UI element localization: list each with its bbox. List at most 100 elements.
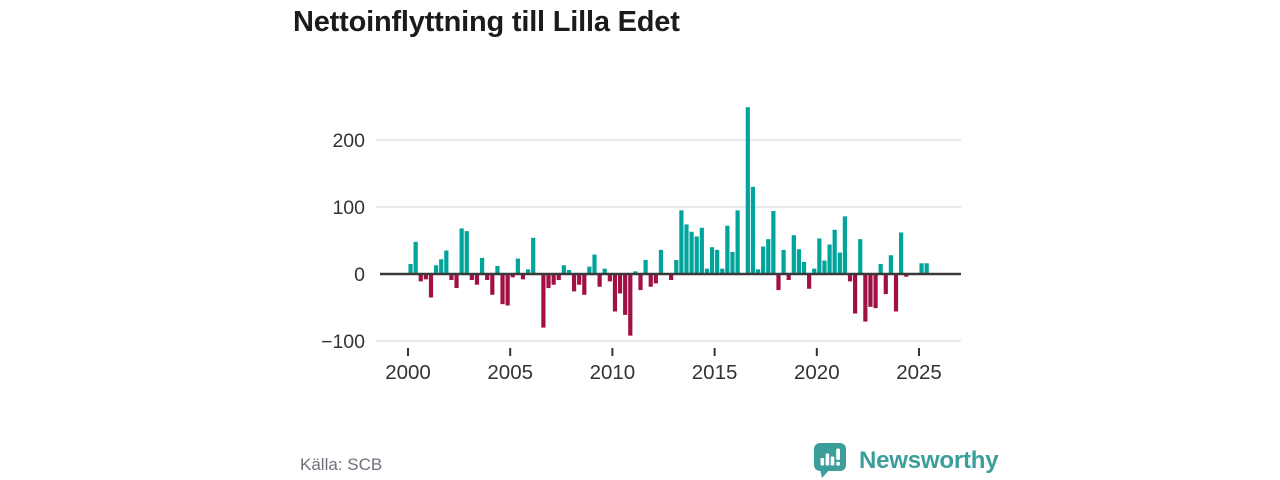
bar-q4	[428, 274, 434, 298]
bar-q45	[638, 274, 643, 291]
bar-q74	[786, 274, 791, 281]
bar-q15	[485, 274, 490, 281]
y-tick-label: −100	[321, 331, 365, 353]
chart-title: Nettoinflyttning till Lilla Edet	[293, 6, 680, 38]
bar-q67	[750, 186, 756, 274]
bar-q2	[418, 274, 423, 282]
bar-q38	[602, 268, 607, 274]
bar-q22	[520, 274, 526, 280]
bar-q7	[444, 250, 449, 274]
bar-q40	[612, 274, 618, 312]
bar-q80	[817, 238, 822, 274]
x-tick-label: 2025	[896, 361, 942, 384]
bar-q72	[776, 274, 781, 291]
bar-q60	[715, 249, 720, 274]
source-label: Källa: SCB	[300, 455, 383, 474]
bar-q0	[408, 263, 413, 274]
bar-q88	[858, 239, 863, 274]
bar-q9	[454, 274, 459, 289]
bar-q47	[648, 274, 653, 287]
bar-q23	[525, 269, 531, 274]
bar-q94	[888, 255, 893, 274]
bar-q42	[623, 274, 628, 315]
bar-q66	[745, 107, 750, 274]
bar-q62	[725, 225, 730, 274]
bar-chart-speech-bubble-icon	[814, 443, 846, 478]
bar-q93	[883, 274, 888, 295]
bar-q52	[674, 259, 679, 274]
bar-q86	[847, 274, 853, 282]
bar-q11	[464, 231, 469, 274]
bar-q84	[837, 252, 842, 274]
bar-q96	[899, 232, 904, 274]
bar-q55	[689, 231, 694, 274]
bar-q100	[919, 263, 924, 274]
bar-q85	[842, 216, 847, 274]
bar-q27	[546, 274, 551, 289]
bar-q53	[679, 210, 684, 274]
bar-q32	[571, 274, 577, 292]
bar-q68	[755, 269, 761, 274]
bar-q59	[709, 247, 715, 274]
bar-q13	[474, 274, 480, 285]
bar-q91	[873, 274, 878, 309]
bar-q17	[495, 265, 500, 274]
bar-q34	[582, 274, 587, 295]
y-tick-label: 200	[332, 130, 365, 152]
bar-q12	[469, 274, 474, 281]
bar-q69	[761, 246, 766, 274]
bar-q89	[863, 274, 868, 322]
bar-q97	[904, 274, 909, 277]
bar-q76	[796, 249, 802, 274]
bar-q58	[704, 268, 710, 274]
bar-q33	[577, 274, 582, 285]
bar-q46	[643, 259, 648, 274]
newsworthy-logo-text: Newsworthy	[859, 447, 999, 474]
bar-q1	[413, 241, 418, 274]
bar-q51	[669, 274, 674, 281]
bar-q95	[893, 274, 899, 312]
bar-q81	[822, 260, 827, 274]
bar-q10	[459, 228, 464, 274]
bar-q16	[490, 274, 495, 295]
bar-q21	[515, 258, 520, 274]
bar-q28	[551, 274, 556, 285]
bar-q19	[505, 274, 510, 306]
x-tick-label: 2005	[487, 361, 533, 384]
bar-q31	[566, 269, 572, 274]
bar-q20	[510, 274, 515, 278]
x-tick-label: 2010	[590, 361, 636, 384]
bar-q36	[592, 254, 597, 274]
bar-q78	[807, 274, 812, 289]
bar-q64	[735, 210, 740, 274]
bar-q26	[541, 274, 546, 328]
bar-q8	[449, 274, 454, 281]
y-tick-label: 100	[332, 197, 365, 219]
bar-q24	[531, 237, 536, 274]
bar-q41	[617, 274, 623, 294]
bar-q37	[597, 274, 602, 287]
newsworthy-logo[interactable]: Newsworthy	[813, 443, 999, 479]
bar-q39	[607, 274, 612, 282]
bar-q30	[561, 265, 566, 274]
x-tick-label: 2000	[385, 361, 431, 384]
bar-q70	[766, 239, 771, 274]
y-tick-label: 0	[354, 264, 365, 286]
bar-q83	[832, 229, 837, 274]
bar-q43	[628, 274, 633, 336]
bar-q71	[771, 211, 776, 274]
bar-q63	[730, 251, 735, 274]
bar-q92	[878, 263, 883, 274]
bar-q90	[868, 274, 873, 307]
bar-q29	[556, 274, 561, 281]
bar-q6	[439, 259, 444, 274]
bar-q87	[853, 274, 858, 314]
bar-q77	[801, 261, 807, 274]
bar-q61	[720, 268, 725, 274]
bar-q3	[423, 274, 428, 280]
bar-q18	[500, 274, 505, 305]
bar-q54	[684, 224, 689, 274]
bar-q73	[781, 249, 786, 274]
